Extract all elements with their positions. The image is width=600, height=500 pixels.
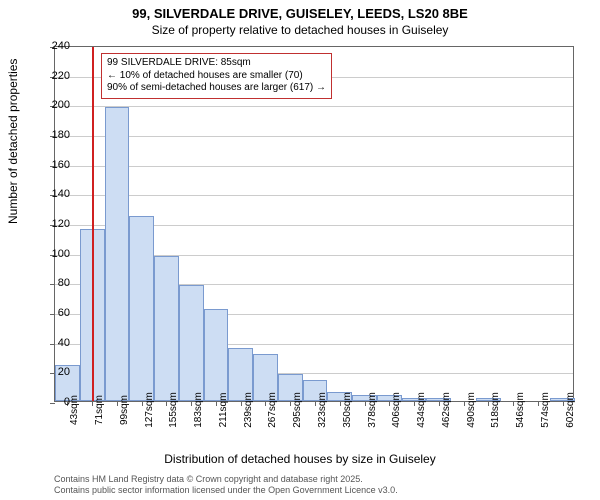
histogram-bar — [179, 285, 204, 401]
xtick-mark — [538, 401, 539, 406]
ytick-label: 180 — [40, 129, 70, 141]
ytick-label: 60 — [40, 307, 70, 319]
xtick-mark — [92, 401, 93, 406]
xtick-label: 155sqm — [168, 392, 179, 428]
xtick-mark — [563, 401, 564, 406]
footer-line-2: Contains public sector information licen… — [54, 485, 398, 496]
xtick-label: 267sqm — [267, 392, 278, 428]
xtick-mark — [315, 401, 316, 406]
chart-title: 99, SILVERDALE DRIVE, GUISELEY, LEEDS, L… — [0, 6, 600, 21]
xtick-label: 462sqm — [441, 392, 452, 428]
xtick-mark — [117, 401, 118, 406]
y-axis-label: Number of detached properties — [6, 59, 20, 224]
histogram-bar — [105, 107, 130, 401]
footer-line-1: Contains HM Land Registry data © Crown c… — [54, 474, 398, 485]
xtick-label: 211sqm — [218, 393, 229, 428]
xtick-label: 490sqm — [466, 392, 477, 428]
ytick-label: 120 — [40, 218, 70, 230]
xtick-mark — [513, 401, 514, 406]
ytick-label: 80 — [40, 277, 70, 289]
property-marker-line — [92, 47, 94, 401]
xtick-label: 183sqm — [193, 392, 204, 428]
xtick-label: 574sqm — [540, 392, 551, 428]
xtick-label: 434sqm — [416, 392, 427, 428]
ytick-label: 200 — [40, 99, 70, 111]
xtick-mark — [365, 401, 366, 406]
chart-plot-area: 99 SILVERDALE DRIVE: 85sqm← 10% of detac… — [54, 46, 574, 402]
annotation-line-1: 99 SILVERDALE DRIVE: 85sqm — [107, 57, 326, 70]
xtick-label: 295sqm — [292, 392, 303, 428]
xtick-mark — [216, 401, 217, 406]
gridline — [55, 136, 573, 137]
xtick-label: 350sqm — [342, 392, 353, 428]
ytick-label: 20 — [40, 366, 70, 378]
ytick-label: 140 — [40, 188, 70, 200]
xtick-label: 127sqm — [144, 392, 155, 428]
ytick-label: 40 — [40, 337, 70, 349]
xtick-mark — [142, 401, 143, 406]
ytick-label: 100 — [40, 248, 70, 260]
xtick-label: 43sqm — [69, 395, 80, 425]
histogram-bar — [154, 256, 179, 401]
annotation-line-2: ← 10% of detached houses are smaller (70… — [107, 70, 326, 83]
gridline — [55, 106, 573, 107]
xtick-label: 71sqm — [94, 395, 105, 425]
footer-attribution: Contains HM Land Registry data © Crown c… — [54, 474, 398, 496]
xtick-label: 99sqm — [119, 395, 130, 425]
annotation-box: 99 SILVERDALE DRIVE: 85sqm← 10% of detac… — [101, 53, 332, 99]
xtick-label: 239sqm — [243, 392, 254, 428]
xtick-label: 518sqm — [490, 392, 501, 428]
xtick-mark — [414, 401, 415, 406]
histogram-bar — [129, 216, 154, 401]
xtick-mark — [464, 401, 465, 406]
gridline — [55, 195, 573, 196]
xtick-mark — [241, 401, 242, 406]
xtick-label: 378sqm — [367, 392, 378, 428]
x-axis-label: Distribution of detached houses by size … — [0, 452, 600, 466]
xtick-label: 602sqm — [565, 392, 576, 428]
xtick-mark — [439, 401, 440, 406]
ytick-label: 240 — [40, 40, 70, 52]
histogram-bar — [204, 309, 229, 401]
annotation-line-3: 90% of semi-detached houses are larger (… — [107, 82, 326, 95]
xtick-label: 323sqm — [317, 392, 328, 428]
xtick-label: 406sqm — [391, 392, 402, 428]
chart-subtitle: Size of property relative to detached ho… — [0, 23, 600, 37]
xtick-mark — [340, 401, 341, 406]
ytick-label: 160 — [40, 159, 70, 171]
ytick-label: 220 — [40, 70, 70, 82]
xtick-label: 546sqm — [515, 392, 526, 428]
gridline — [55, 166, 573, 167]
ytick-label: 0 — [40, 396, 70, 408]
chart-title-block: 99, SILVERDALE DRIVE, GUISELEY, LEEDS, L… — [0, 0, 600, 37]
